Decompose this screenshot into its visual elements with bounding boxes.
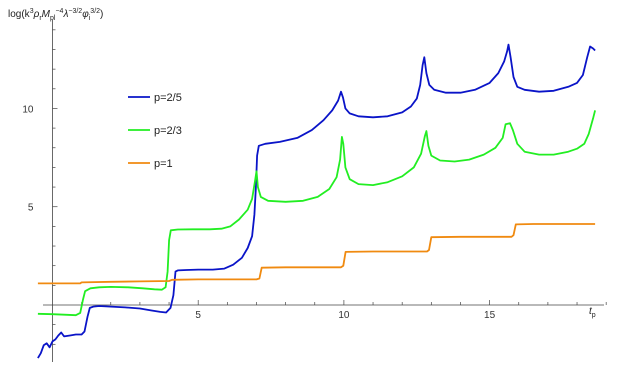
y-tick-label: 10 bbox=[22, 104, 34, 115]
legend: p=2/5 p=2/3 p=1 bbox=[128, 92, 182, 170]
x-tick-label: 15 bbox=[484, 310, 496, 321]
y-axis-title-part: 3 bbox=[30, 8, 34, 15]
y-axis-title-part: M bbox=[42, 9, 51, 20]
y-axis-title-part: ) bbox=[100, 9, 103, 20]
legend-label-2: p=1 bbox=[154, 158, 173, 170]
legend-label-1: p=2/3 bbox=[154, 125, 182, 137]
y-axis-title: log(k3ρrMpl−4λ−3/2φi3/2) bbox=[8, 8, 103, 22]
y-axis-title-part: −3/2 bbox=[68, 8, 82, 15]
series-line-1 bbox=[37, 110, 596, 317]
y-axis-title-part: r bbox=[39, 15, 42, 22]
y-axis-title-part: i bbox=[89, 15, 91, 22]
y-axis-title-part: 3/2 bbox=[90, 8, 100, 15]
x-axis-title: tp bbox=[589, 306, 596, 319]
y-axis-title-part: pl bbox=[50, 15, 56, 22]
y-axis-title-part: ρ bbox=[33, 9, 40, 20]
y-axis-title-part: φ bbox=[82, 9, 89, 20]
x-axis-title-main: t bbox=[589, 306, 593, 317]
x-tick-label: 5 bbox=[195, 310, 201, 321]
y-axis-title-part: λ bbox=[62, 9, 68, 20]
x-tick-label: 10 bbox=[338, 310, 350, 321]
y-axis-title-part: −4 bbox=[55, 8, 63, 15]
series-line-2 bbox=[37, 223, 596, 285]
y-axis-title-part: log(k bbox=[8, 9, 31, 20]
y-tick-label: 5 bbox=[28, 203, 34, 214]
axes: 5 10 15 5 10 bbox=[22, 20, 607, 362]
legend-label-0: p=2/5 bbox=[154, 92, 182, 104]
series-line-0 bbox=[37, 43, 596, 359]
series-lines bbox=[37, 43, 596, 359]
x-axis-title-sub: p bbox=[592, 312, 596, 319]
